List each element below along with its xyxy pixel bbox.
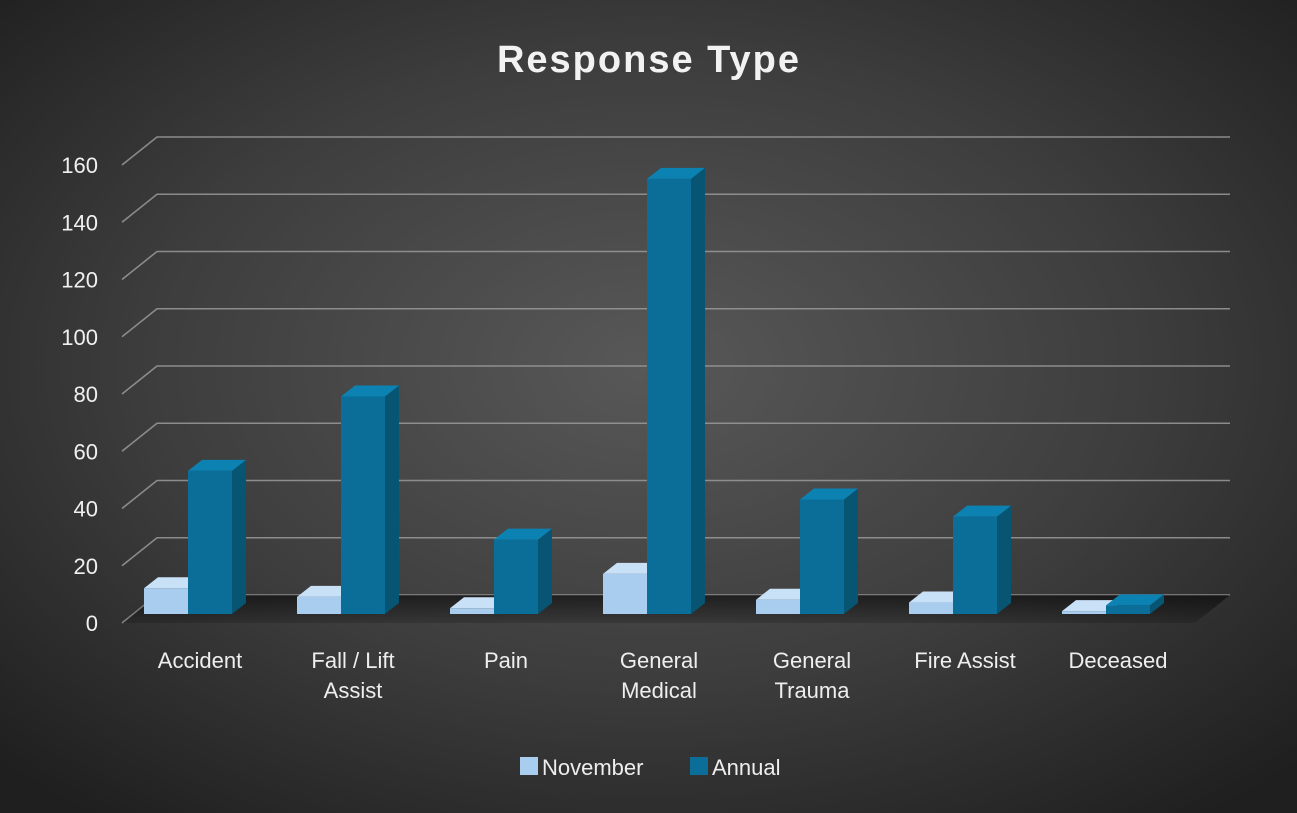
bar-side-face xyxy=(1150,594,1164,614)
x-category-label: Fall / Lift Assist xyxy=(311,648,394,703)
gridline xyxy=(121,307,1230,338)
bar-top-face xyxy=(297,585,355,597)
bar-top-face xyxy=(144,577,202,589)
bar-front-face xyxy=(297,596,341,614)
y-tick-label: 20 xyxy=(74,554,98,579)
bar-side-face xyxy=(385,385,399,614)
bar-front-face xyxy=(188,470,232,614)
legend-swatch xyxy=(690,757,708,775)
y-tick-label: 120 xyxy=(61,268,98,293)
bar-top-face xyxy=(450,597,508,609)
bar-annual xyxy=(494,528,552,614)
bar-front-face xyxy=(494,539,538,614)
bar-annual xyxy=(800,488,858,614)
bar-annual xyxy=(188,459,246,614)
bar-front-face xyxy=(756,599,800,614)
legend-swatch xyxy=(520,757,538,775)
bar-front-face xyxy=(1106,605,1150,614)
bar-annual xyxy=(1106,594,1164,614)
bar-top-face xyxy=(647,167,705,179)
bar-front-face xyxy=(603,573,647,614)
bar-annual xyxy=(341,385,399,614)
gridline xyxy=(121,422,1230,452)
bar-top-face xyxy=(188,459,246,471)
gridline xyxy=(121,250,1230,281)
bars xyxy=(144,167,1164,614)
bar-front-face xyxy=(341,396,385,614)
bar-top-face xyxy=(800,488,858,500)
gridline xyxy=(121,365,1230,395)
gridline xyxy=(121,536,1230,567)
x-category-label: Pain xyxy=(484,648,528,673)
y-tick-label: 80 xyxy=(74,382,98,407)
y-tick-label: 0 xyxy=(86,611,98,636)
bar-front-face xyxy=(800,499,844,614)
bar-front-face xyxy=(144,588,188,614)
bar-top-face xyxy=(953,505,1011,517)
x-category-label: General Trauma xyxy=(773,648,851,703)
y-tick-label: 140 xyxy=(61,210,98,235)
legend: November Annual xyxy=(520,755,781,780)
bar-top-face xyxy=(756,588,814,600)
y-tick-label: 100 xyxy=(61,325,98,350)
legend-item-annual: Annual xyxy=(690,755,781,780)
y-tick-label: 60 xyxy=(74,439,98,464)
bar-front-face xyxy=(953,516,997,614)
bar-annual xyxy=(647,167,705,614)
legend-item-november: November xyxy=(520,755,643,780)
bar-top-face xyxy=(494,528,552,540)
bar-side-face xyxy=(232,459,246,614)
bar-top-face xyxy=(341,385,399,397)
bar-side-face xyxy=(844,488,858,614)
bar-front-face xyxy=(909,602,953,614)
bar-front-face xyxy=(647,178,691,614)
gridline xyxy=(121,136,1230,166)
x-category-label: General Medical xyxy=(620,648,698,703)
bar-front-face xyxy=(450,608,494,614)
x-category-label: Accident xyxy=(158,648,242,673)
gridline xyxy=(121,193,1230,223)
bar-top-face xyxy=(909,591,967,603)
bar-top-face xyxy=(603,562,661,574)
gridline xyxy=(121,479,1230,510)
x-category-label: Deceased xyxy=(1068,648,1167,673)
legend-label: November xyxy=(542,755,643,780)
legend-label: Annual xyxy=(712,755,781,780)
x-category-label: Fire Assist xyxy=(914,648,1015,673)
bar-side-face xyxy=(691,167,705,614)
y-tick-label: 160 xyxy=(61,153,98,178)
bar-top-face xyxy=(1062,600,1120,612)
y-axis-ticks: 0 20 40 60 80 100 120 140 160 xyxy=(61,153,98,636)
y-tick-label: 40 xyxy=(74,497,98,522)
chart-title: Response Type xyxy=(497,39,801,81)
bar-side-face xyxy=(538,528,552,614)
bar-side-face xyxy=(997,505,1011,614)
bar-annual xyxy=(953,505,1011,614)
x-axis-category-labels: Accident Fall / Lift Assist Pain General Medi… xyxy=(158,648,1168,703)
bar-front-face xyxy=(1062,611,1106,614)
bar-top-face xyxy=(1106,594,1164,606)
